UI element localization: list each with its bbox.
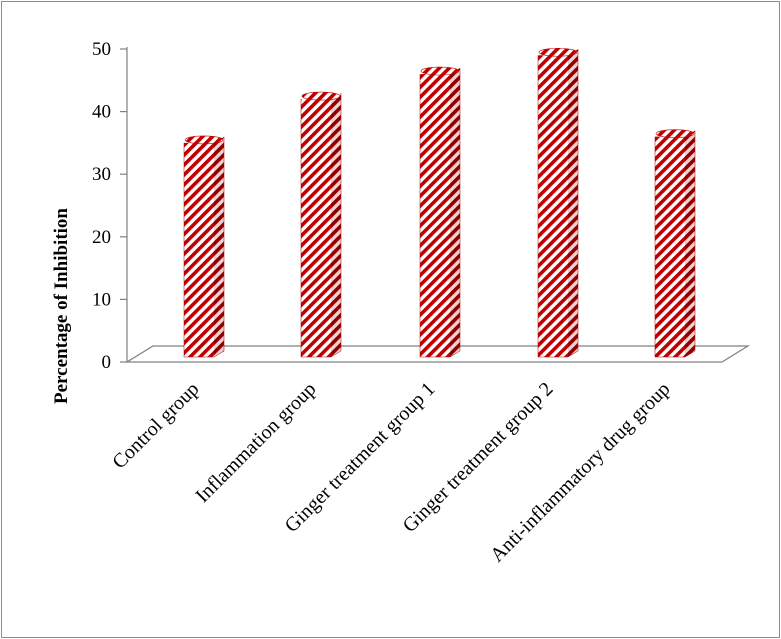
bar-top bbox=[301, 91, 341, 101]
bar-outline bbox=[419, 68, 461, 358]
bar-front bbox=[538, 55, 568, 357]
bar-outline bbox=[654, 130, 696, 358]
y-tick-label: 50 bbox=[92, 39, 111, 60]
category-label: Inflammation group bbox=[191, 378, 320, 507]
chart-floor bbox=[124, 345, 751, 363]
y-tick-label: 10 bbox=[92, 289, 111, 310]
y-ticks: 0 10 20 30 40 50 bbox=[92, 39, 127, 373]
bars bbox=[183, 47, 696, 358]
bar-front bbox=[420, 74, 450, 357]
y-axis-label: Percentage of Inhibition bbox=[51, 208, 72, 404]
y-tick-label: 0 bbox=[102, 352, 112, 373]
bar-side bbox=[450, 68, 460, 357]
bar-front bbox=[655, 136, 685, 357]
bar-top bbox=[420, 66, 460, 76]
bar-top bbox=[655, 129, 695, 138]
bar-side bbox=[214, 136, 224, 357]
bar-side bbox=[685, 130, 695, 357]
bar bbox=[300, 91, 342, 358]
bar-top bbox=[184, 135, 224, 145]
y-tick-label: 40 bbox=[92, 102, 111, 123]
bar bbox=[419, 66, 461, 358]
bar-outline bbox=[183, 136, 225, 358]
bar-front bbox=[184, 142, 214, 357]
bar bbox=[537, 47, 579, 358]
bar-side bbox=[331, 93, 341, 357]
bar-front bbox=[301, 99, 331, 357]
bar bbox=[183, 135, 225, 358]
bar bbox=[654, 129, 696, 358]
bar-top bbox=[538, 47, 578, 57]
bar-outline bbox=[300, 93, 342, 358]
y-tick-label: 20 bbox=[92, 227, 111, 248]
category-label: Control group bbox=[108, 378, 203, 473]
bar-side bbox=[568, 49, 578, 357]
bar-outline bbox=[537, 49, 579, 358]
y-tick-label: 30 bbox=[92, 164, 111, 185]
